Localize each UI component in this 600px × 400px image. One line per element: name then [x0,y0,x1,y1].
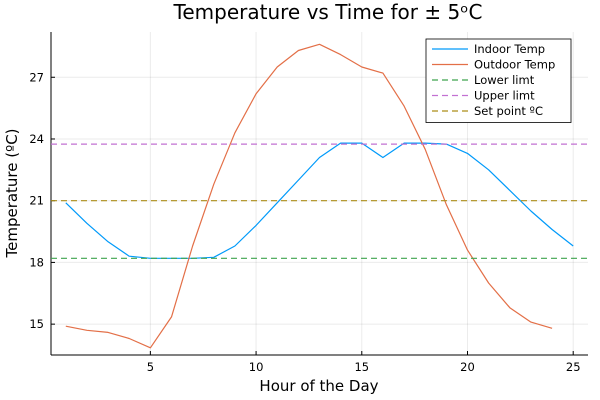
data-series [51,43,588,349]
x-axis-label: Hour of the Day [259,377,378,395]
x-tick-label: 20 [460,360,475,374]
x-tick-label: 5 [147,360,154,374]
x-tick-label: 25 [566,360,581,374]
y-tick-label: 24 [29,132,44,146]
y-tick-label: 15 [29,317,44,331]
x-tick-label: 10 [249,360,264,374]
indoor-temp-series-line [65,142,574,259]
x-tick-label: 15 [354,360,369,374]
legend-label: Indoor Temp [474,42,545,56]
legend-label: Outdoor Temp [474,58,555,72]
legend-label: Set point ºC [474,104,543,118]
y-axis-label: Temperature (ºC) [3,128,21,258]
legend-box [425,38,572,123]
chart-title: Temperature vs Time for ± 5ᵒC [173,0,483,24]
legend-label: Lower limt [474,73,535,87]
axes: 5 10 15 20 25 15 18 21 24 27 [29,32,588,374]
y-tick-label: 21 [29,194,44,208]
outdoor-temp-series-line [65,43,553,349]
y-tick-label: 27 [29,70,44,84]
legend-label: Upper limt [474,89,535,103]
y-tick-label: 18 [29,255,44,269]
